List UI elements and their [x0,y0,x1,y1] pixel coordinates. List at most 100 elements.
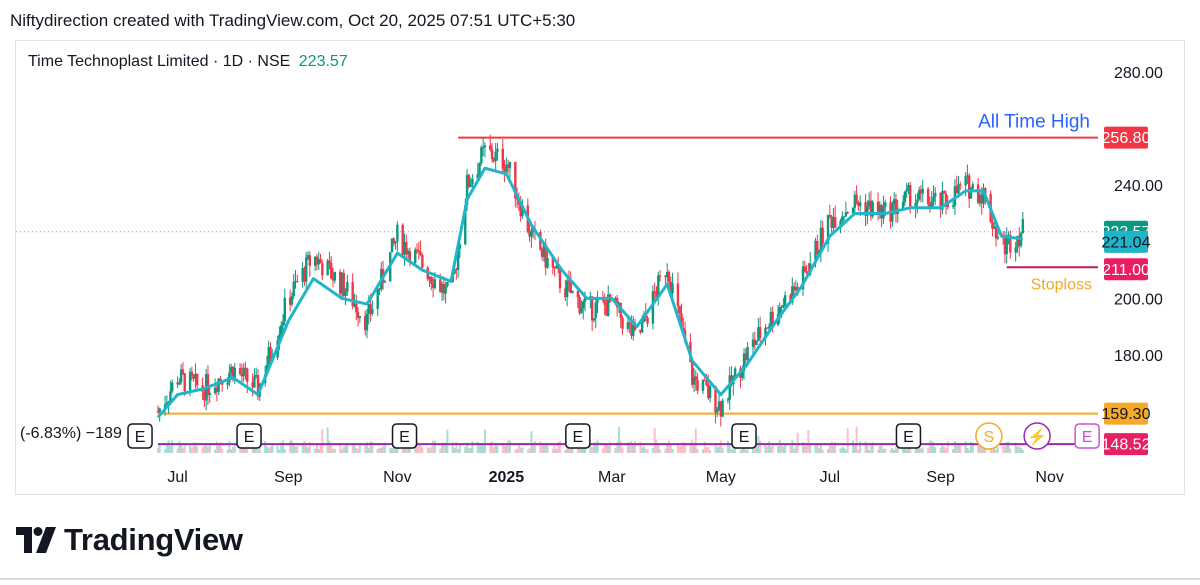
volume-bar [721,447,724,453]
event-marker-label: ⚡ [1027,427,1047,446]
candle-body [406,251,410,255]
volume-bar [784,444,787,453]
volume-bar [1016,446,1019,453]
volume-bar [839,448,842,453]
candle-body [857,202,860,207]
candle-body [651,291,655,324]
earnings-event-icon[interactable] [731,423,757,449]
candle-body [542,244,546,257]
volume-bar [907,445,910,453]
volume-bar [719,440,722,453]
candle-body [408,251,412,263]
volume-bar [505,445,508,453]
moving-average-line [156,166,1024,419]
candle-body [876,201,880,212]
volume-bar [791,440,794,453]
volume-bar [417,444,420,453]
volume-bar [793,448,796,453]
volume-bar [841,446,844,453]
volume-bar [919,448,922,453]
candle-body [565,280,569,298]
volume-bar [857,449,860,453]
candle-body [858,202,862,207]
volume-bar [328,440,331,453]
volume-bar [651,447,654,453]
volume-bar [478,443,481,453]
volume-bar [289,440,292,453]
volume-bar [678,445,681,453]
candle-body [717,401,721,410]
earnings-event-icon[interactable] [236,423,262,449]
flash-event-icon[interactable] [1023,422,1051,450]
volume-bar [596,440,599,453]
volume-bar [591,447,594,453]
earnings-event-icon[interactable] [565,423,591,449]
candle-body [326,260,329,276]
volume-bar [1005,442,1008,453]
volume-bar [980,446,983,453]
volume-bar [458,443,461,453]
volume-bar [430,446,433,453]
earnings-event-icon[interactable] [1074,423,1100,449]
split-event-icon[interactable] [975,422,1003,450]
candle-body [676,283,680,306]
volume-bar [641,447,644,453]
volume-bar [276,446,279,453]
divider [0,578,1200,580]
candle-body [742,353,746,372]
candle-body [305,257,308,282]
candle-body [179,369,183,383]
volume-bar [203,445,206,453]
earnings-event-icon[interactable] [391,423,418,449]
earnings-event-icon[interactable] [127,423,153,449]
volume-bar [882,449,885,453]
volume-bar [496,445,499,453]
candle-body [753,339,756,345]
earnings-event-icon[interactable] [895,423,922,449]
candle-body [414,249,417,263]
volume-bar [521,447,524,453]
volume-bar [330,443,333,453]
chart-caption: Niftydirection created with TradingView.… [10,11,576,30]
tradingview-logo[interactable]: TradingView [16,520,243,560]
volume-bar [932,442,935,453]
candle-body [229,366,233,373]
candle-body [371,309,374,314]
candle-body [278,334,281,341]
chart-frame[interactable] [15,40,1185,495]
volume-bar [192,442,195,453]
volume-bar [630,440,633,453]
volume-bar [616,441,619,453]
candle-body [844,212,848,217]
candle-body [741,371,744,378]
volume-bar [346,442,349,453]
candle-body [555,266,558,269]
candle-body [657,275,660,298]
annotation-ath: All Time High [978,112,1090,133]
volume-bar [805,445,808,453]
price-label-text-ath: 256.80 [1102,130,1151,147]
candle-body [978,194,982,204]
candle-body [826,215,830,244]
candle-body [583,297,587,302]
volume-bar [709,449,712,453]
volume-bar [314,448,317,453]
event-marker-label: E [399,429,410,446]
volume-bar [866,443,869,453]
volume-bar [383,442,386,453]
candle-body [839,220,842,228]
volume-bar [739,449,742,453]
candle-body [330,262,333,279]
volume-bar [441,442,444,453]
volume-bar [916,448,919,453]
candle-body [1003,238,1007,255]
volume-bar [864,441,867,453]
candle-body [481,146,485,148]
candle-body [982,188,985,204]
candle-body [964,176,967,186]
volume-bar [201,447,204,453]
volume-bar [989,449,992,453]
volume-bar [508,440,511,453]
candle-body [540,249,544,257]
